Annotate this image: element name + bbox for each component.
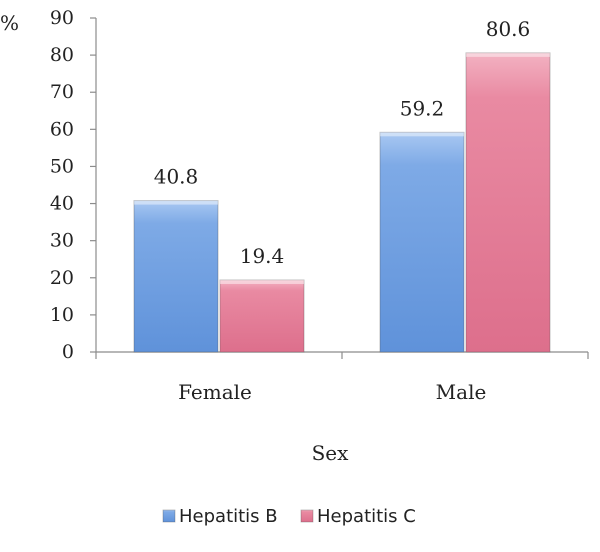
bar-body — [133, 200, 219, 353]
y-tick-label: 90 — [50, 7, 74, 29]
bars-group — [133, 52, 551, 353]
y-tick-label: 70 — [50, 81, 74, 103]
bar — [465, 52, 551, 353]
y-tick-label: 0 — [62, 341, 74, 363]
legend-item: Hepatitis B — [162, 506, 278, 527]
y-tick-label: 80 — [50, 44, 74, 66]
bar — [133, 200, 219, 353]
legend-label: Hepatitis C — [317, 506, 416, 527]
bar-highlight — [380, 132, 464, 137]
legend-label: Hepatitis B — [179, 506, 278, 527]
x-axis-ticks — [95, 352, 589, 359]
y-tick-label: 10 — [50, 304, 74, 326]
legend-item: Hepatitis C — [300, 506, 416, 527]
y-tick-label: 60 — [50, 118, 74, 140]
category-label: Male — [436, 380, 487, 404]
legend: Hepatitis B Hepatitis C — [162, 506, 416, 527]
value-labels: 40.8 19.4 59.2 80.6 — [154, 17, 531, 268]
value-label: 19.4 — [240, 244, 285, 268]
y-tick-label: 30 — [50, 230, 74, 252]
y-axis: 0 10 20 30 40 50 60 70 80 90 — [50, 7, 96, 363]
x-axis-title: Sex — [312, 441, 350, 465]
bar — [219, 279, 305, 353]
y-tick-label: 40 — [50, 193, 74, 215]
bar-body — [465, 52, 551, 353]
bar-body — [219, 279, 305, 353]
y-axis-title: % — [0, 11, 19, 35]
bar-highlight — [220, 280, 304, 285]
value-label: 59.2 — [400, 96, 445, 120]
legend-swatch — [162, 509, 176, 523]
bar — [379, 131, 465, 353]
value-label: 40.8 — [154, 165, 199, 189]
bar-body — [379, 131, 465, 353]
value-label: 80.6 — [486, 17, 531, 41]
bar-highlight — [134, 200, 218, 205]
legend-swatch — [300, 509, 314, 523]
category-labels: Female Male — [178, 380, 486, 404]
y-tick-label: 50 — [50, 155, 74, 177]
category-label: Female — [178, 380, 252, 404]
y-tick-label: 20 — [50, 267, 74, 289]
bar-highlight — [466, 52, 550, 57]
